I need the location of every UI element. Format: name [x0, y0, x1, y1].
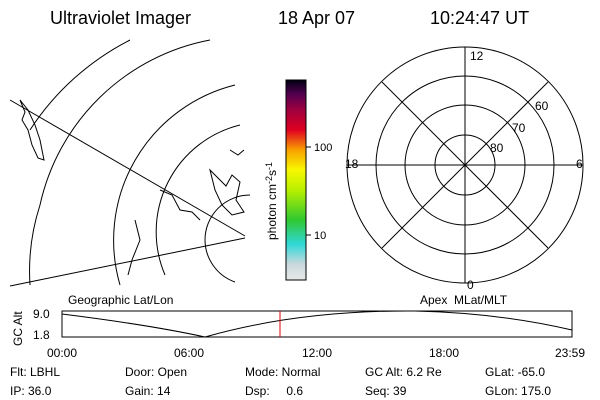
coastline — [19, 99, 45, 161]
x-tick-label: 00:00 — [47, 346, 77, 360]
mlt-line — [381, 81, 549, 249]
y-axis-label: GC Alt — [11, 311, 25, 346]
polar-plot: 12 6 18 0 80 70 60 — [345, 46, 584, 292]
x-tick-label: 06:00 — [174, 346, 204, 360]
colorbar-tick-label: 100 — [314, 142, 332, 154]
plot-frame — [61, 310, 573, 338]
coastline — [127, 189, 201, 276]
y-tick-label: 1.8 — [33, 328, 50, 342]
instrument: Ultraviolet Imager — [50, 8, 191, 28]
mlt-label: 18 — [345, 157, 359, 171]
altitude-plot: Geographic Lat/Lon Apex MLat/MLT GC Alt … — [11, 293, 585, 360]
colorbar-scale — [285, 79, 307, 281]
map-arc — [29, 39, 131, 131]
map-arc — [29, 39, 211, 286]
coastline — [209, 168, 245, 216]
map-meridian — [9, 237, 246, 287]
mlt-label: 6 — [576, 157, 583, 171]
info-field: Flt: LBHL — [10, 365, 60, 379]
map-meridian — [9, 99, 246, 237]
colorbar: 100 10 photon cm-2s-1 — [264, 79, 332, 281]
map-arc — [155, 124, 241, 276]
mlat-label: 70 — [512, 121, 526, 135]
info-field: GLon: 175.0 — [485, 384, 551, 398]
mlt-label: 0 — [467, 278, 474, 292]
info-panel: Flt: LBHL Door: Open Mode: Normal GC Alt: 6… — [10, 365, 551, 398]
time: 10:24:47 UT — [430, 8, 529, 28]
unit-exp: -2 — [264, 176, 274, 184]
altitude-curve — [61, 310, 573, 338]
info-field: Dsp: 0.6 — [245, 384, 303, 398]
info-field: GLat: -65.0 — [485, 365, 545, 379]
map-arc — [204, 194, 251, 283]
mlat-label: 80 — [490, 141, 504, 155]
unit-part: photon cm — [265, 184, 279, 240]
info-field: Gain: 14 — [125, 384, 171, 398]
info-field: Door: Open — [125, 365, 187, 379]
info-field: Mode: Normal — [245, 365, 320, 379]
x-tick-label: 12:00 — [302, 346, 332, 360]
colorbar-tick-label: 10 — [314, 230, 326, 242]
date: 18 Apr 07 — [278, 8, 355, 28]
colorbar-unit: photon cm-2s-1 — [264, 162, 279, 240]
plot-title: Apex MLat/MLT — [420, 293, 508, 307]
info-field: IP: 36.0 — [10, 384, 52, 398]
info-field: Seq: 39 — [365, 384, 407, 398]
coastline — [229, 149, 245, 156]
x-tick-label: 18:00 — [429, 346, 459, 360]
unit-exp: -1 — [264, 162, 274, 170]
info-field: GC Alt: 6.2 Re — [365, 365, 442, 379]
plot-title: Geographic Lat/Lon — [68, 293, 173, 307]
geo-map — [9, 39, 251, 287]
header: Ultraviolet Imager 18 Apr 07 10:24:47 UT — [50, 8, 529, 28]
mlat-label: 60 — [535, 99, 549, 113]
unit-part: s — [265, 170, 279, 176]
mlt-label: 12 — [470, 49, 484, 63]
map-arc — [113, 84, 236, 286]
x-tick-label: 23:59 — [555, 346, 585, 360]
y-tick-label: 9.0 — [33, 307, 50, 321]
